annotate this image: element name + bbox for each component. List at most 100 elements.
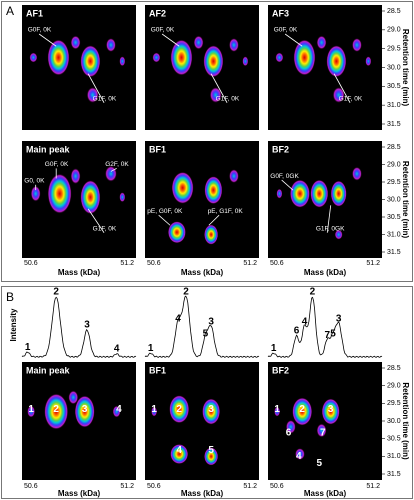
heatmap-spot bbox=[74, 395, 95, 428]
x-axis-label: Mass (kDa) bbox=[58, 268, 101, 277]
annotation: G1F, 0GK bbox=[316, 225, 345, 232]
heatmap-spot bbox=[27, 405, 36, 418]
spectrum-trace bbox=[21, 296, 137, 358]
peak-label: 5 bbox=[203, 329, 209, 340]
peak-label: 2 bbox=[176, 404, 182, 415]
heatmap-spot bbox=[119, 192, 126, 203]
x-tick-label: 50.6 bbox=[24, 260, 38, 267]
heatmap-spot bbox=[170, 444, 189, 465]
annotation: G0F, 0K bbox=[151, 27, 175, 34]
heatmap-background bbox=[145, 362, 259, 480]
x-tick-label: 51.2 bbox=[366, 483, 380, 490]
y-tick-label: 28.5 bbox=[387, 144, 401, 151]
heatmap-spot bbox=[326, 45, 347, 78]
x-tick-label: 51.2 bbox=[366, 260, 380, 267]
heatmap-spot bbox=[47, 39, 70, 76]
y-tick-label: 31.5 bbox=[387, 249, 401, 256]
peak-label: 3 bbox=[208, 317, 214, 328]
peak-label: 2 bbox=[53, 404, 59, 415]
heatmap-spot bbox=[204, 224, 219, 245]
heatmap-spot bbox=[204, 447, 219, 466]
annotation: G0F, 0K bbox=[274, 27, 298, 34]
x-axis-label: Mass (kDa) bbox=[181, 489, 224, 498]
annotation-arrow bbox=[161, 33, 180, 47]
peak-label: 4 bbox=[114, 344, 120, 355]
x-axis-label: Mass (kDa) bbox=[181, 268, 224, 277]
y-tick-label: 29.5 bbox=[387, 400, 401, 407]
heatmap-background bbox=[268, 5, 382, 130]
y-tick-label: 28.5 bbox=[387, 8, 401, 15]
panel-title: BF1 bbox=[149, 144, 166, 154]
heatmap-spot bbox=[228, 169, 239, 184]
panel-title: BF2 bbox=[272, 365, 289, 375]
peak-label: 4 bbox=[116, 404, 122, 415]
y-tick-label: 30.0 bbox=[387, 196, 401, 203]
y-tick-label: 31.0 bbox=[387, 102, 401, 109]
heatmap-spot bbox=[151, 406, 158, 417]
heatmap-spot bbox=[68, 390, 79, 405]
annotation: G0F, 0GK bbox=[270, 173, 299, 180]
heatmap-spot bbox=[275, 52, 284, 63]
y-tick-label: 29.5 bbox=[387, 179, 401, 186]
y-axis-label: Retention time (min) bbox=[401, 161, 410, 239]
heatmap-spot bbox=[86, 87, 99, 103]
y-tick-label: 29.0 bbox=[387, 27, 401, 34]
y-tick-label: 29.5 bbox=[387, 46, 401, 53]
x-tick-label: 51.2 bbox=[120, 483, 134, 490]
heatmap-spot bbox=[70, 168, 81, 185]
heatmap-spot bbox=[330, 180, 347, 207]
heatmap-spot bbox=[29, 52, 38, 63]
peak-label: 7 bbox=[324, 330, 330, 341]
peak-label: 1 bbox=[28, 404, 34, 415]
heatmap-spot bbox=[44, 393, 69, 430]
heatmap-spot bbox=[167, 221, 186, 244]
annotation-arrow bbox=[38, 33, 57, 47]
peak-label: 4 bbox=[176, 445, 182, 456]
x-axis-label: Mass (kDa) bbox=[304, 489, 347, 498]
heatmap-spot bbox=[292, 397, 313, 426]
peak-label: 2 bbox=[53, 287, 59, 298]
heatmap-background bbox=[22, 141, 136, 258]
spectrum-trace bbox=[267, 296, 383, 358]
peak-label: 5 bbox=[208, 445, 214, 456]
annotation-arrow bbox=[333, 73, 351, 103]
peak-label: 1 bbox=[148, 343, 154, 354]
panel-label: B bbox=[6, 290, 14, 304]
peak-label: 3 bbox=[84, 320, 90, 331]
heatmap-spot bbox=[351, 38, 362, 52]
heatmap-spot bbox=[274, 406, 281, 417]
annotation-arrow bbox=[326, 205, 332, 233]
panel-title: BF1 bbox=[149, 365, 166, 375]
y-tick-label: 31.0 bbox=[387, 453, 401, 460]
x-tick-label: 51.2 bbox=[243, 483, 257, 490]
panel-b-frame bbox=[1, 286, 413, 499]
heatmap-spot bbox=[70, 35, 81, 50]
y-axis-label: Retention time (min) bbox=[401, 382, 410, 460]
heatmap-spot bbox=[285, 419, 296, 434]
heatmap-spot bbox=[310, 179, 329, 208]
x-axis-label: Mass (kDa) bbox=[304, 268, 347, 277]
heatmap-background bbox=[22, 5, 136, 130]
x-tick-label: 50.6 bbox=[147, 260, 161, 267]
annotation-arrow bbox=[208, 214, 220, 226]
panel-title: AF1 bbox=[26, 8, 43, 18]
peak-label: 1 bbox=[25, 342, 31, 353]
y-tick-label: 28.5 bbox=[387, 365, 401, 372]
heatmap-spot bbox=[365, 56, 372, 67]
y-tick-label: 31.5 bbox=[387, 471, 401, 478]
annotation-arrow bbox=[87, 208, 105, 233]
panel-a-frame bbox=[1, 1, 413, 282]
heatmap-spot bbox=[276, 188, 283, 199]
annotation-arrow bbox=[281, 179, 294, 191]
heatmap-spot bbox=[228, 38, 239, 52]
annotation-arrow bbox=[210, 73, 228, 103]
peak-label: 1 bbox=[274, 404, 280, 415]
panel-title: AF3 bbox=[272, 8, 289, 18]
x-tick-label: 51.2 bbox=[243, 260, 257, 267]
y-axis-label: Retention time (min) bbox=[401, 29, 410, 107]
peak-label: 2 bbox=[299, 404, 305, 415]
annotation: G1F, 0K bbox=[216, 95, 240, 102]
annotation: G0, 0K bbox=[24, 177, 45, 184]
x-tick-label: 50.6 bbox=[24, 483, 38, 490]
